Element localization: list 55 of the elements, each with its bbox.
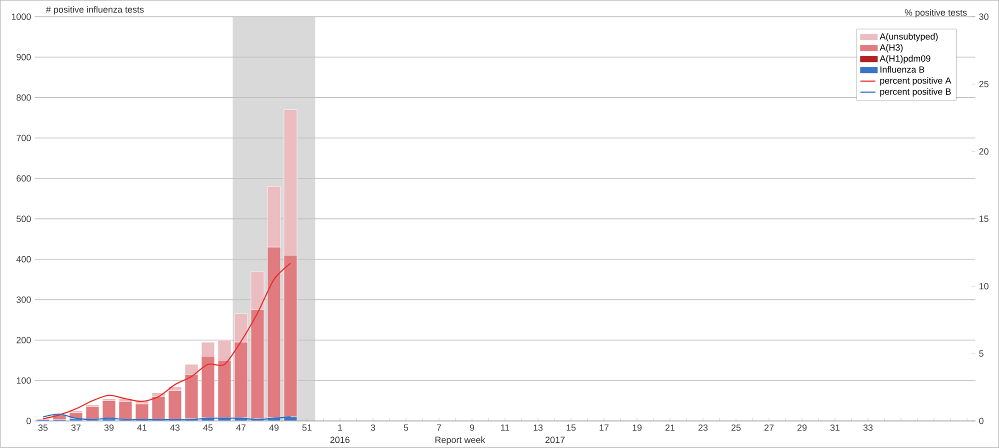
x-tick-label: 25 <box>731 424 741 432</box>
x-tick-label: 3 <box>370 424 376 432</box>
x-tick-label: 5 <box>404 424 408 431</box>
x-tick-label: 11 <box>501 424 510 431</box>
x-tick-label: 51 <box>302 424 312 431</box>
x-tick-label: 31 <box>830 424 840 432</box>
x-tick-label: 49 <box>269 424 279 432</box>
y-tick-label: 900 <box>16 54 31 60</box>
y2-tick-label: 30 <box>979 14 988 20</box>
x-tick-label: 33 <box>863 424 873 432</box>
text: 2017 <box>545 436 565 444</box>
x-tick-label: 47 <box>236 424 246 431</box>
y2-tick-label: 10 <box>980 283 988 290</box>
y-tick-label: 1000 <box>12 14 31 20</box>
y-tick-label: 300 <box>16 296 31 304</box>
legend-label: A(H1)pdm09 <box>880 55 930 64</box>
legend-label: percent positive B <box>880 88 951 97</box>
legend-label: Influenza B <box>880 66 924 73</box>
x-tick-label: 17 <box>600 424 609 431</box>
x-axis-title: Report week <box>435 436 486 445</box>
x-tick-label: 43 <box>170 424 180 432</box>
x-tick-label: 7 <box>436 424 442 431</box>
x-tick-label: 19 <box>632 424 642 432</box>
x-tick-label: 13 <box>534 424 543 432</box>
y2-tick-label: 20 <box>979 148 988 155</box>
x-tick-label: 35 <box>38 424 48 432</box>
y-tick-label: 700 <box>16 134 31 142</box>
x-tick-label: 39 <box>104 424 114 432</box>
legend-label: percent positive A <box>880 77 952 86</box>
x-tick-label: 37 <box>71 424 81 432</box>
y2-axis-title: % positive tests <box>904 9 967 18</box>
y-tick-label: 200 <box>16 337 31 344</box>
legend-label: A(unsubtyped) <box>880 33 938 42</box>
y-tick-label: 500 <box>16 216 31 222</box>
y2-tick-label: 0 <box>979 418 984 424</box>
x-tick-label: 23 <box>698 424 708 432</box>
legend-label: A(H3) <box>880 44 903 53</box>
x-tick-label: 15 <box>566 424 576 431</box>
x-tick-label: 1 <box>338 424 342 431</box>
y-tick-label: 600 <box>16 175 31 182</box>
text: 2016 <box>330 436 350 444</box>
x-tick-label: 21 <box>665 424 675 431</box>
y-tick-label: 100 <box>16 377 31 384</box>
x-tick-label: 29 <box>797 424 807 432</box>
y-axis-title: # positive influenza tests <box>46 6 144 15</box>
x-tick-label: 41 <box>137 424 147 431</box>
x-tick-label: 27 <box>764 424 774 431</box>
y2-tick-label: 15 <box>980 216 988 222</box>
y2-tick-label: 25 <box>979 81 988 88</box>
x-tick-label: 45 <box>203 424 213 431</box>
y-tick-label: 800 <box>16 94 31 101</box>
x-tick-label: 9 <box>470 424 474 432</box>
y2-tick-label: 5 <box>979 350 984 357</box>
y-tick-label: 0 <box>26 418 31 424</box>
y-tick-label: 400 <box>16 256 31 263</box>
